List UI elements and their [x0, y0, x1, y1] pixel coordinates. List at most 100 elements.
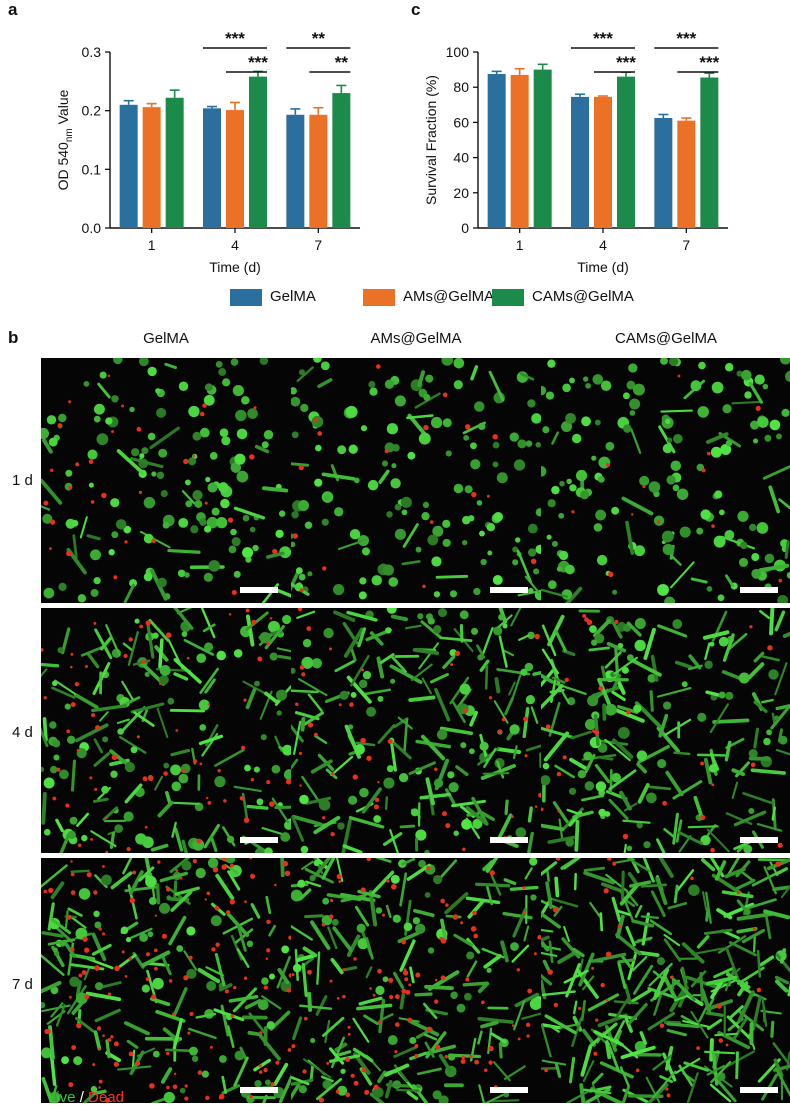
dead-cell	[440, 898, 445, 904]
dead-cell	[209, 1045, 213, 1049]
live-cell	[509, 724, 520, 735]
live-cell	[70, 869, 91, 873]
live-cell	[617, 962, 627, 989]
dead-cell	[349, 702, 354, 707]
live-cell	[301, 656, 314, 669]
live-cell	[261, 827, 285, 836]
live-cell	[649, 919, 673, 936]
dead-cell	[266, 642, 270, 646]
dead-cell	[165, 632, 172, 638]
live-cell	[219, 428, 229, 438]
live-cell	[341, 819, 352, 853]
live-cell	[678, 831, 703, 845]
live-cell	[264, 847, 273, 853]
live-cell	[700, 835, 711, 846]
live-cell	[261, 441, 269, 449]
live-cell	[547, 359, 556, 368]
live-cell	[427, 534, 439, 546]
live-cell	[291, 510, 299, 519]
dead-cell	[330, 898, 334, 903]
live-cell	[756, 949, 762, 978]
dead-cell	[145, 620, 151, 626]
live-cell	[662, 701, 672, 710]
live-cell	[253, 1058, 272, 1072]
dead-cell	[669, 975, 673, 979]
live-cell	[565, 564, 575, 575]
live-cell	[171, 781, 182, 792]
legend-label-gelma: GelMA	[270, 288, 316, 305]
live-cell	[51, 686, 76, 699]
live-cell	[498, 1042, 503, 1059]
scale-bar	[490, 587, 528, 593]
dead-cell	[266, 780, 271, 785]
live-cell	[453, 830, 459, 836]
live-cell	[516, 549, 533, 584]
live-cell	[41, 478, 63, 505]
live-cell	[414, 992, 433, 997]
live-cell	[583, 751, 593, 761]
dead-cell	[366, 755, 372, 761]
live-cell	[723, 902, 755, 918]
live-cell	[245, 687, 257, 710]
live-cell	[583, 1088, 612, 1095]
live-cell	[619, 790, 632, 811]
live-cell	[562, 383, 571, 393]
live-cell	[231, 537, 241, 547]
live-cell	[141, 950, 171, 968]
live-cell	[621, 1086, 630, 1103]
live-cell	[459, 683, 471, 695]
live-cell	[332, 926, 353, 952]
dead-cell	[287, 1048, 291, 1052]
dead-cell	[113, 1061, 119, 1067]
dead-cell	[415, 972, 421, 978]
live-cell	[75, 1017, 95, 1033]
live-cell	[666, 1029, 687, 1037]
live-cell	[541, 938, 550, 952]
live-dead-image-3-1	[41, 858, 291, 1103]
live-cell	[681, 966, 689, 992]
live-cell	[466, 951, 475, 960]
live-cell	[230, 358, 239, 366]
live-cell	[724, 1050, 756, 1068]
live-cell	[77, 594, 87, 603]
live-cell	[214, 748, 245, 767]
live-cell	[147, 432, 156, 441]
live-cell	[394, 503, 402, 511]
live-cell	[374, 858, 392, 863]
live-cell	[399, 939, 416, 972]
dead-cell	[313, 732, 318, 737]
live-cell	[181, 631, 188, 637]
live-cell	[541, 1023, 552, 1058]
live-cell	[233, 785, 262, 793]
dead-cell	[562, 755, 567, 760]
live-cell	[679, 526, 691, 538]
dead-cell	[141, 660, 146, 664]
live-cell	[93, 415, 101, 423]
dead-cell	[450, 663, 453, 667]
live-cell	[59, 940, 66, 947]
live-cell	[43, 828, 51, 836]
dead-cell	[510, 815, 514, 819]
live-cell	[72, 534, 78, 559]
live-cell	[676, 488, 689, 500]
live-cell	[566, 808, 580, 816]
live-cell	[222, 378, 231, 387]
live-cell	[169, 708, 205, 713]
live-cell	[275, 529, 284, 538]
live-cell	[611, 772, 621, 783]
live-cell	[520, 668, 528, 676]
live-cell	[314, 858, 332, 877]
dead-cell	[274, 883, 277, 887]
live-cell	[672, 484, 680, 492]
live-cell	[430, 673, 449, 684]
live-cell	[589, 901, 601, 918]
scale-bar	[490, 837, 528, 843]
live-cell	[713, 535, 726, 548]
live-cell	[773, 1064, 790, 1072]
dead-cell	[295, 702, 299, 707]
dead-cell	[84, 994, 90, 1000]
dead-cell	[105, 850, 109, 853]
live-cell	[731, 781, 739, 800]
live-cell	[541, 624, 557, 657]
live-cell	[674, 869, 695, 894]
